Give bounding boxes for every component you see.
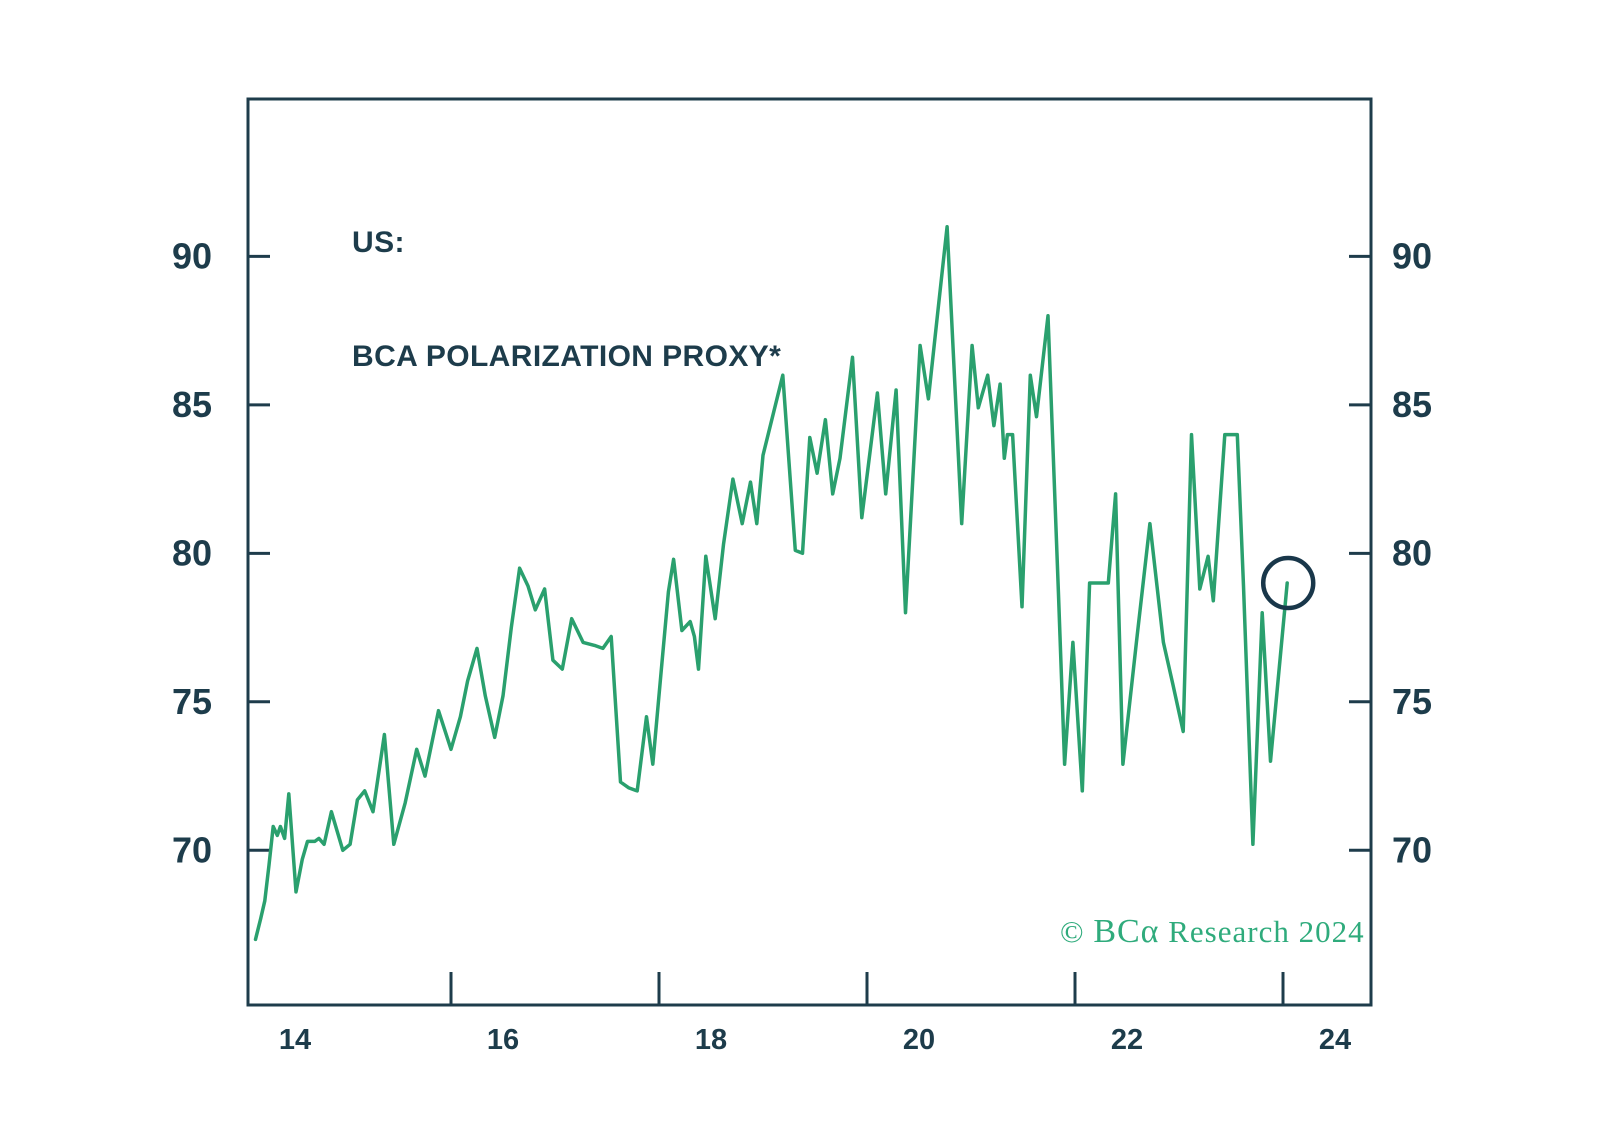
bca-brand-text: BCα: [1093, 913, 1160, 950]
polarization-proxy-series-line: [253, 224, 1289, 942]
y-axis-label-right: 80: [1392, 532, 1432, 573]
chart-title: US: BCA POLARIZATION PROXY*: [352, 148, 781, 452]
x-axis-label: 22: [1111, 1024, 1143, 1056]
x-axis-label: 20: [903, 1024, 935, 1056]
copyright-symbol: ©: [1060, 914, 1094, 949]
x-axis-label: 24: [1319, 1024, 1351, 1056]
y-axis-label-right: 85: [1392, 384, 1432, 425]
y-axis-label-right: 70: [1392, 829, 1432, 870]
x-axis-label: 16: [487, 1024, 519, 1056]
y-axis-label-left: 80: [172, 532, 212, 573]
bca-research-watermark: © BCα Research 2024: [1060, 913, 1365, 951]
y-axis-label-right: 90: [1392, 235, 1432, 276]
y-axis-label-left: 85: [172, 384, 212, 425]
watermark-rest: Research 2024: [1159, 914, 1365, 949]
y-axis-label-left: 70: [172, 829, 212, 870]
chart-title-line2: BCA POLARIZATION PROXY*: [352, 340, 782, 373]
latest-value-circle-annotation: [1260, 555, 1316, 611]
y-axis-label-right: 75: [1392, 681, 1432, 722]
y-axis-label-left: 75: [172, 681, 212, 722]
x-axis-label: 18: [695, 1024, 727, 1056]
chart-title-line1: US:: [352, 226, 405, 259]
x-axis-label: 14: [279, 1024, 311, 1056]
y-axis-label-left: 90: [172, 235, 212, 276]
